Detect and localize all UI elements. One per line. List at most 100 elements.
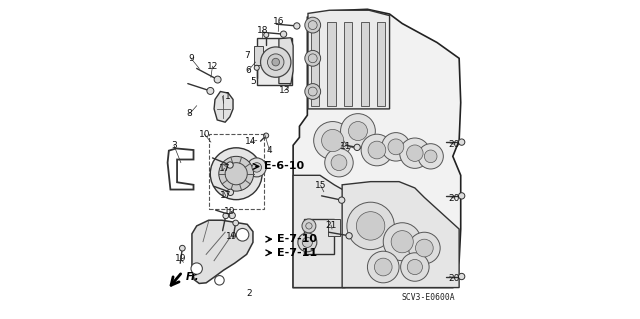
Bar — [294, 209, 340, 260]
Bar — [257, 38, 292, 85]
Circle shape — [339, 197, 345, 203]
Circle shape — [306, 223, 312, 229]
Circle shape — [207, 87, 214, 94]
Text: E-6-10: E-6-10 — [264, 161, 304, 171]
Circle shape — [458, 273, 465, 280]
Circle shape — [236, 228, 249, 241]
Circle shape — [227, 162, 233, 168]
Text: 19: 19 — [226, 232, 237, 241]
Polygon shape — [279, 38, 293, 84]
Text: 9: 9 — [188, 54, 194, 63]
Bar — [328, 22, 335, 106]
Text: 3: 3 — [171, 141, 177, 150]
Circle shape — [458, 139, 465, 145]
Circle shape — [308, 87, 317, 96]
Bar — [303, 219, 333, 254]
Circle shape — [260, 47, 291, 77]
Text: 6: 6 — [245, 66, 251, 76]
Circle shape — [305, 84, 321, 100]
Polygon shape — [214, 92, 233, 122]
Text: 13: 13 — [279, 86, 291, 95]
Circle shape — [179, 245, 185, 251]
Circle shape — [223, 213, 228, 219]
Text: 16: 16 — [273, 18, 285, 26]
Circle shape — [314, 122, 351, 160]
Circle shape — [219, 156, 253, 191]
Circle shape — [458, 193, 465, 199]
Circle shape — [321, 130, 344, 152]
Bar — [254, 46, 263, 65]
Circle shape — [374, 258, 392, 276]
Circle shape — [368, 141, 386, 159]
Text: 15: 15 — [315, 181, 326, 190]
Polygon shape — [342, 182, 459, 287]
Circle shape — [367, 251, 399, 283]
Circle shape — [418, 144, 444, 169]
Bar — [377, 22, 385, 106]
Circle shape — [391, 231, 413, 253]
Circle shape — [308, 21, 317, 30]
Circle shape — [324, 148, 353, 177]
Bar — [360, 22, 369, 106]
Circle shape — [348, 122, 367, 141]
Circle shape — [247, 158, 266, 177]
Text: 18: 18 — [257, 26, 268, 35]
Text: 17: 17 — [220, 191, 232, 200]
Polygon shape — [293, 175, 346, 287]
Circle shape — [356, 212, 385, 240]
Circle shape — [294, 23, 300, 29]
Text: 10: 10 — [199, 130, 211, 139]
Circle shape — [388, 139, 404, 155]
Circle shape — [406, 145, 423, 161]
Text: 12: 12 — [207, 62, 218, 71]
Circle shape — [302, 219, 316, 233]
Circle shape — [280, 31, 287, 37]
Circle shape — [401, 253, 429, 281]
Text: 20: 20 — [449, 274, 460, 283]
Circle shape — [347, 202, 394, 250]
Circle shape — [340, 114, 375, 148]
Circle shape — [331, 155, 347, 171]
Circle shape — [400, 138, 430, 168]
Text: E-7-10: E-7-10 — [276, 234, 317, 244]
Circle shape — [191, 263, 202, 274]
Text: Fr.: Fr. — [186, 272, 199, 282]
Circle shape — [415, 239, 433, 257]
Circle shape — [361, 134, 393, 166]
Text: 8: 8 — [187, 109, 193, 118]
Circle shape — [381, 133, 410, 161]
Circle shape — [305, 50, 321, 66]
Circle shape — [214, 276, 224, 285]
Text: 19: 19 — [223, 207, 235, 216]
Circle shape — [298, 233, 317, 252]
Bar — [209, 134, 264, 209]
Text: 4: 4 — [267, 145, 272, 154]
Circle shape — [383, 223, 421, 261]
Circle shape — [354, 144, 360, 151]
Polygon shape — [192, 220, 253, 284]
Text: 17: 17 — [219, 164, 230, 173]
Circle shape — [407, 259, 422, 275]
Circle shape — [302, 237, 312, 248]
Circle shape — [346, 233, 352, 239]
Bar — [328, 219, 340, 236]
Circle shape — [408, 232, 440, 264]
Text: E-7-11: E-7-11 — [276, 248, 317, 258]
Text: 20: 20 — [449, 140, 460, 149]
Text: 19: 19 — [175, 254, 186, 263]
Text: 20: 20 — [449, 194, 460, 203]
Text: 5: 5 — [250, 77, 256, 85]
Polygon shape — [293, 9, 461, 287]
Text: 11: 11 — [340, 142, 351, 151]
Circle shape — [211, 148, 262, 200]
Text: SCV3-E0600A: SCV3-E0600A — [401, 293, 455, 302]
Text: 2: 2 — [246, 289, 252, 298]
Circle shape — [264, 133, 269, 138]
Polygon shape — [308, 10, 390, 109]
Circle shape — [254, 65, 259, 70]
Text: 7: 7 — [244, 51, 250, 60]
Text: 1: 1 — [225, 92, 231, 101]
Circle shape — [305, 17, 321, 33]
Circle shape — [229, 212, 236, 219]
Circle shape — [264, 33, 269, 37]
